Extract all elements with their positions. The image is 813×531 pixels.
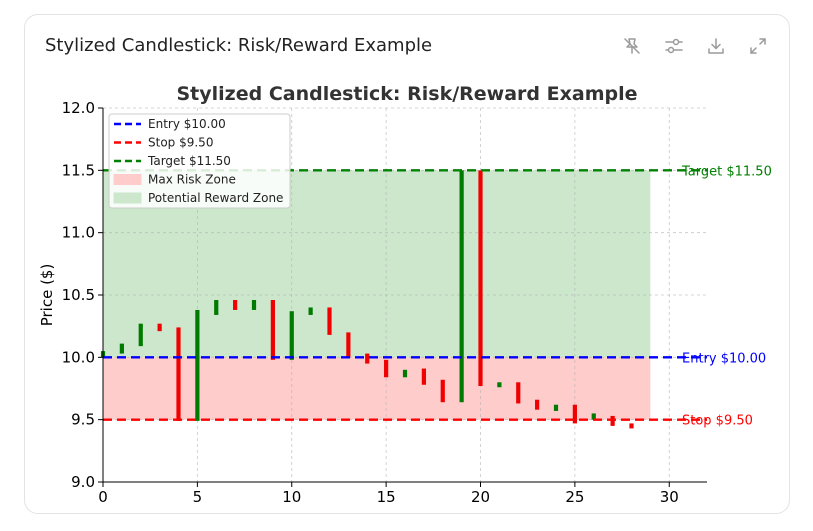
- stop-level-label: Stop $9.50: [682, 414, 753, 429]
- candle: [459, 170, 464, 403]
- legend-entry-label: Stop $9.50: [148, 136, 213, 150]
- y-tick-label: 11.5: [62, 161, 95, 179]
- legend-entry-label: Target $11.50: [147, 154, 231, 168]
- x-tick-label: 5: [193, 488, 203, 506]
- candle: [327, 307, 332, 335]
- candle: [289, 311, 294, 360]
- candle: [251, 299, 257, 310]
- y-tick-label: 9.5: [71, 411, 95, 429]
- x-tick-label: 10: [282, 488, 301, 506]
- candle: [591, 413, 596, 420]
- candle: [138, 323, 143, 347]
- legend-box: [108, 113, 291, 209]
- candle: [610, 415, 615, 426]
- expand-icon[interactable]: [747, 35, 769, 57]
- legend-patch-swatch: [113, 174, 142, 185]
- y-tick-label: 10.0: [62, 348, 95, 366]
- candle: [516, 382, 521, 404]
- candle: [402, 369, 408, 378]
- legend-entry-label: Entry $10.00: [148, 117, 226, 131]
- candle: [157, 323, 162, 332]
- candle: [365, 353, 370, 364]
- candle: [384, 359, 389, 378]
- sliders-icon[interactable]: [663, 35, 685, 57]
- candle: [440, 379, 445, 403]
- card-title: Stylized Candlestick: Risk/Reward Exampl…: [45, 35, 433, 56]
- pin-off-icon[interactable]: [621, 35, 643, 57]
- candle: [233, 299, 238, 310]
- legend-entry-label: Potential Reward Zone: [148, 191, 283, 205]
- candle: [346, 332, 351, 358]
- entry-level-label: Entry $10.00: [682, 351, 766, 366]
- legend-entry-label: Max Risk Zone: [148, 173, 236, 187]
- download-icon[interactable]: [705, 35, 727, 57]
- x-tick-label: 20: [471, 488, 490, 506]
- candle: [497, 382, 502, 388]
- x-tick-label: 15: [377, 488, 396, 506]
- legend-patch-swatch: [113, 192, 142, 204]
- x-tick-label: 30: [660, 488, 679, 506]
- x-tick-label: 0: [98, 488, 108, 506]
- candle: [478, 170, 483, 387]
- candle: [270, 299, 275, 360]
- legend: Entry $10.00 Stop $9.50 Target $11.50 Max R…: [108, 113, 291, 209]
- y-tick-label: 12.0: [62, 99, 95, 117]
- candle: [572, 404, 577, 424]
- candle: [176, 327, 181, 421]
- x-tick-label: 25: [565, 488, 584, 506]
- chart-toolbar: [621, 35, 769, 57]
- candle: [421, 368, 426, 385]
- candle: [553, 404, 559, 411]
- candle: [214, 299, 219, 315]
- y-tick-label: 11.0: [62, 224, 95, 242]
- y-tick-label: 9.0: [71, 473, 95, 491]
- chart-title: Stylized Candlestick: Risk/Reward Exampl…: [176, 83, 637, 105]
- target-level-label: Target $11.50: [681, 164, 772, 179]
- candle: [308, 307, 313, 315]
- candle: [119, 343, 124, 354]
- risk-zone: [103, 357, 651, 420]
- y-tick-label: 10.5: [62, 286, 95, 304]
- y-axis-label: Price ($): [38, 264, 56, 327]
- candle: [535, 399, 540, 410]
- candle: [629, 423, 634, 429]
- candle: [195, 309, 200, 421]
